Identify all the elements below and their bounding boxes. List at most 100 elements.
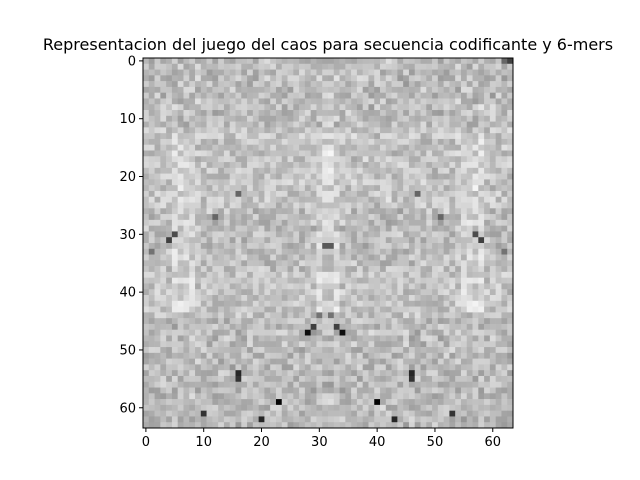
heatmap-cell xyxy=(380,271,387,278)
heatmap-cell xyxy=(374,329,381,336)
heatmap-cell xyxy=(275,144,283,151)
heatmap-cell xyxy=(495,167,502,174)
heatmap-cell xyxy=(328,306,335,313)
heatmap-cell xyxy=(391,162,398,169)
heatmap-cell xyxy=(362,352,369,359)
heatmap-cell xyxy=(281,231,288,238)
heatmap-cell xyxy=(287,214,294,221)
heatmap-cell xyxy=(241,156,248,163)
heatmap-cell xyxy=(143,58,150,65)
heatmap-cell xyxy=(154,323,161,331)
heatmap-cell xyxy=(264,156,271,163)
heatmap-cell xyxy=(171,81,178,88)
heatmap-cell xyxy=(437,104,444,111)
heatmap-cell xyxy=(495,162,502,169)
heatmap-cell xyxy=(310,312,317,319)
heatmap-cell xyxy=(275,370,283,377)
heatmap-cell xyxy=(484,237,491,244)
heatmap-cell xyxy=(148,352,155,359)
heatmap-cell xyxy=(310,277,317,284)
heatmap-cell xyxy=(241,358,248,365)
heatmap-cell xyxy=(154,104,161,111)
heatmap-cell xyxy=(466,283,473,290)
heatmap-cell xyxy=(160,144,167,151)
heatmap-cell xyxy=(160,92,167,99)
heatmap-cell xyxy=(287,364,294,371)
heatmap-cell xyxy=(380,231,387,238)
heatmap-cell xyxy=(351,329,358,336)
heatmap-cell xyxy=(171,399,178,406)
heatmap-cell xyxy=(304,231,311,238)
heatmap-cell xyxy=(264,179,271,186)
heatmap-cell xyxy=(264,416,271,423)
heatmap-cell xyxy=(380,127,387,134)
heatmap-cell xyxy=(414,260,421,267)
heatmap-cell xyxy=(281,295,288,302)
heatmap-cell xyxy=(195,92,202,99)
heatmap-cell xyxy=(374,92,381,99)
heatmap-cell xyxy=(339,364,346,371)
heatmap-cell xyxy=(501,387,508,394)
heatmap-cell xyxy=(489,98,496,105)
heatmap-cell xyxy=(437,81,444,88)
heatmap-cell xyxy=(489,335,496,342)
heatmap-cell xyxy=(356,335,363,342)
heatmap-cell xyxy=(426,352,433,359)
heatmap-cell xyxy=(501,266,508,273)
heatmap-cell xyxy=(304,329,311,336)
heatmap-cell xyxy=(403,86,410,93)
heatmap-cell xyxy=(322,150,329,157)
heatmap-cell xyxy=(287,202,294,209)
heatmap-cell xyxy=(455,127,462,134)
heatmap-cell xyxy=(426,138,433,146)
heatmap-cell xyxy=(235,416,242,423)
heatmap-cell xyxy=(460,364,468,371)
heatmap-cell xyxy=(316,69,323,76)
heatmap-cell xyxy=(345,69,352,76)
heatmap-cell xyxy=(322,75,329,82)
heatmap-cell xyxy=(166,86,173,93)
heatmap-cell xyxy=(478,138,485,146)
heatmap-cell xyxy=(160,162,167,169)
heatmap-cell xyxy=(507,283,514,290)
heatmap-cell xyxy=(472,341,479,348)
heatmap-cell xyxy=(489,416,496,423)
heatmap-cell xyxy=(374,404,381,411)
heatmap-cell xyxy=(432,185,439,192)
heatmap-cell xyxy=(460,416,468,423)
heatmap-cell xyxy=(455,260,462,267)
heatmap-cell xyxy=(414,179,421,186)
heatmap-cell xyxy=(223,306,231,313)
heatmap-cell xyxy=(143,196,150,203)
heatmap-cell xyxy=(397,202,404,209)
heatmap-cell xyxy=(195,86,202,93)
heatmap-cell xyxy=(195,260,202,267)
heatmap-cell xyxy=(189,254,196,261)
heatmap-cell xyxy=(241,306,248,313)
heatmap-cell xyxy=(235,133,242,140)
heatmap-cell xyxy=(235,254,242,261)
heatmap-cell xyxy=(200,387,207,394)
heatmap-cell xyxy=(391,375,398,383)
heatmap-cell xyxy=(455,393,462,400)
heatmap-cell xyxy=(466,156,473,163)
heatmap-cell xyxy=(287,208,294,215)
heatmap-cell xyxy=(345,98,352,105)
heatmap-cell xyxy=(252,115,259,122)
heatmap-cell xyxy=(437,98,444,105)
heatmap-cell xyxy=(148,289,155,296)
heatmap-cell xyxy=(252,283,259,290)
heatmap-cell xyxy=(489,156,496,163)
heatmap-cell xyxy=(426,243,433,250)
heatmap-cell xyxy=(218,104,225,111)
heatmap-cell xyxy=(356,167,363,174)
heatmap-cell xyxy=(223,127,231,134)
heatmap-cell xyxy=(460,260,468,267)
heatmap-cell xyxy=(328,295,335,302)
heatmap-cell xyxy=(322,81,329,88)
heatmap-cell xyxy=(177,329,184,336)
heatmap-cell xyxy=(171,63,178,70)
heatmap-cell xyxy=(339,110,346,117)
heatmap-cell xyxy=(218,260,225,267)
heatmap-cell xyxy=(443,393,450,400)
